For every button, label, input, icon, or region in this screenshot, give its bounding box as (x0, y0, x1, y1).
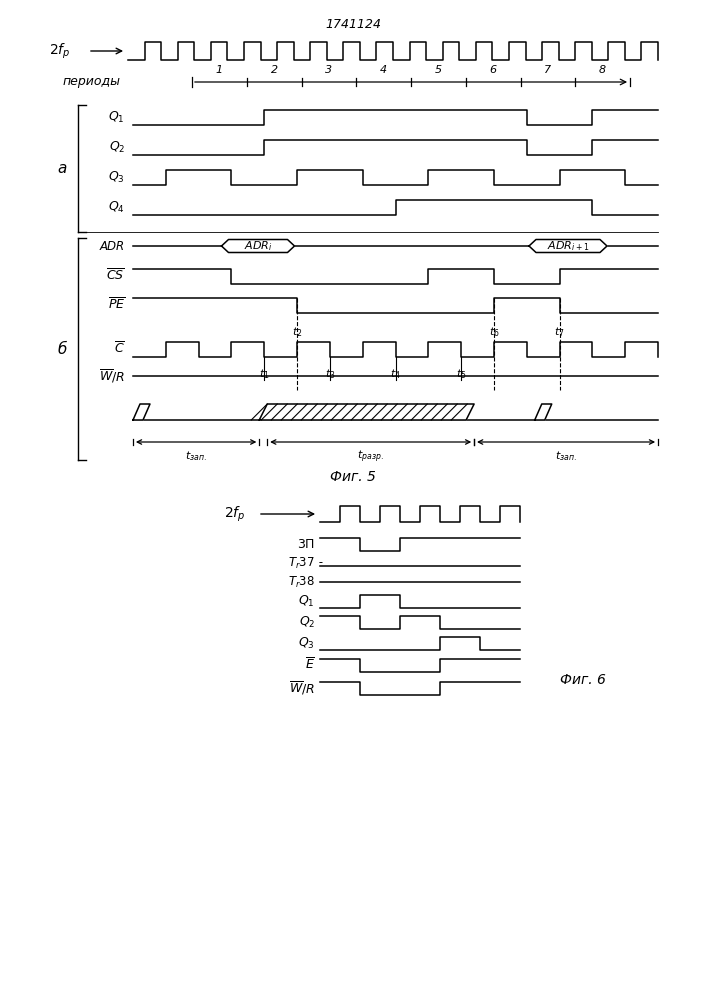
Text: $3\Pi$: $3\Pi$ (297, 538, 315, 550)
Text: 7: 7 (544, 65, 551, 75)
Text: $\overline{W}/R$: $\overline{W}/R$ (99, 367, 125, 385)
Text: a: a (57, 161, 66, 176)
Text: 1: 1 (216, 65, 223, 75)
Text: $T_r37$: $T_r37$ (288, 555, 315, 571)
Text: 3: 3 (325, 65, 332, 75)
Text: $\overline{W}/R$: $\overline{W}/R$ (289, 679, 315, 697)
Text: $t_4$: $t_4$ (390, 367, 401, 381)
Text: -: - (315, 556, 323, 570)
Text: $2f_\mathit{p}$: $2f_\mathit{p}$ (49, 41, 70, 61)
Text: $ADR_{i+1}$: $ADR_{i+1}$ (547, 239, 589, 253)
Text: $t_{\mathit{зап.}}$: $t_{\mathit{зап.}}$ (555, 449, 577, 463)
Polygon shape (221, 239, 295, 252)
Text: $\overline{C}$: $\overline{C}$ (115, 341, 125, 357)
Polygon shape (133, 404, 150, 420)
Text: $t_2$: $t_2$ (292, 325, 303, 339)
Text: $t_3$: $t_3$ (325, 367, 335, 381)
Text: $Q_1$: $Q_1$ (108, 109, 125, 125)
Text: $\overline{PE}$: $\overline{PE}$ (107, 297, 125, 313)
Text: $t_7$: $t_7$ (554, 325, 565, 339)
Text: $Q_3$: $Q_3$ (108, 169, 125, 185)
Polygon shape (259, 404, 474, 420)
Text: $Q_2$: $Q_2$ (109, 139, 125, 155)
Text: $t_1$: $t_1$ (259, 367, 269, 381)
Polygon shape (534, 404, 551, 420)
Text: $t_6$: $t_6$ (489, 325, 499, 339)
Text: ADR: ADR (100, 239, 125, 252)
Text: $2f_\mathit{p}$: $2f_\mathit{p}$ (223, 504, 245, 524)
Text: $Q_1$: $Q_1$ (298, 593, 315, 609)
Text: $Q_4$: $Q_4$ (108, 199, 125, 215)
Polygon shape (529, 239, 607, 252)
Text: 4: 4 (380, 65, 387, 75)
Text: б: б (57, 342, 66, 357)
Text: Фиг. 6: Фиг. 6 (560, 673, 606, 687)
Text: $t_{\mathit{разр.}}$: $t_{\mathit{разр.}}$ (357, 449, 384, 465)
Text: 1741124: 1741124 (325, 18, 381, 31)
Text: $t_5$: $t_5$ (456, 367, 467, 381)
Text: 5: 5 (435, 65, 442, 75)
Text: Фиг. 5: Фиг. 5 (330, 470, 376, 484)
Text: 8: 8 (599, 65, 606, 75)
Text: $\overline{CS}$: $\overline{CS}$ (106, 268, 125, 284)
Text: $Q_2$: $Q_2$ (298, 614, 315, 630)
Text: $T_r38$: $T_r38$ (288, 574, 315, 590)
Text: $t_{\mathit{зап.}}$: $t_{\mathit{зап.}}$ (185, 449, 207, 463)
Text: периоды: периоды (63, 76, 121, 89)
Text: $ADR_i$: $ADR_i$ (244, 239, 272, 253)
Text: 6: 6 (489, 65, 497, 75)
Text: 2: 2 (271, 65, 278, 75)
Text: $Q_3$: $Q_3$ (298, 635, 315, 651)
Text: $\overline{E}$: $\overline{E}$ (305, 657, 315, 673)
